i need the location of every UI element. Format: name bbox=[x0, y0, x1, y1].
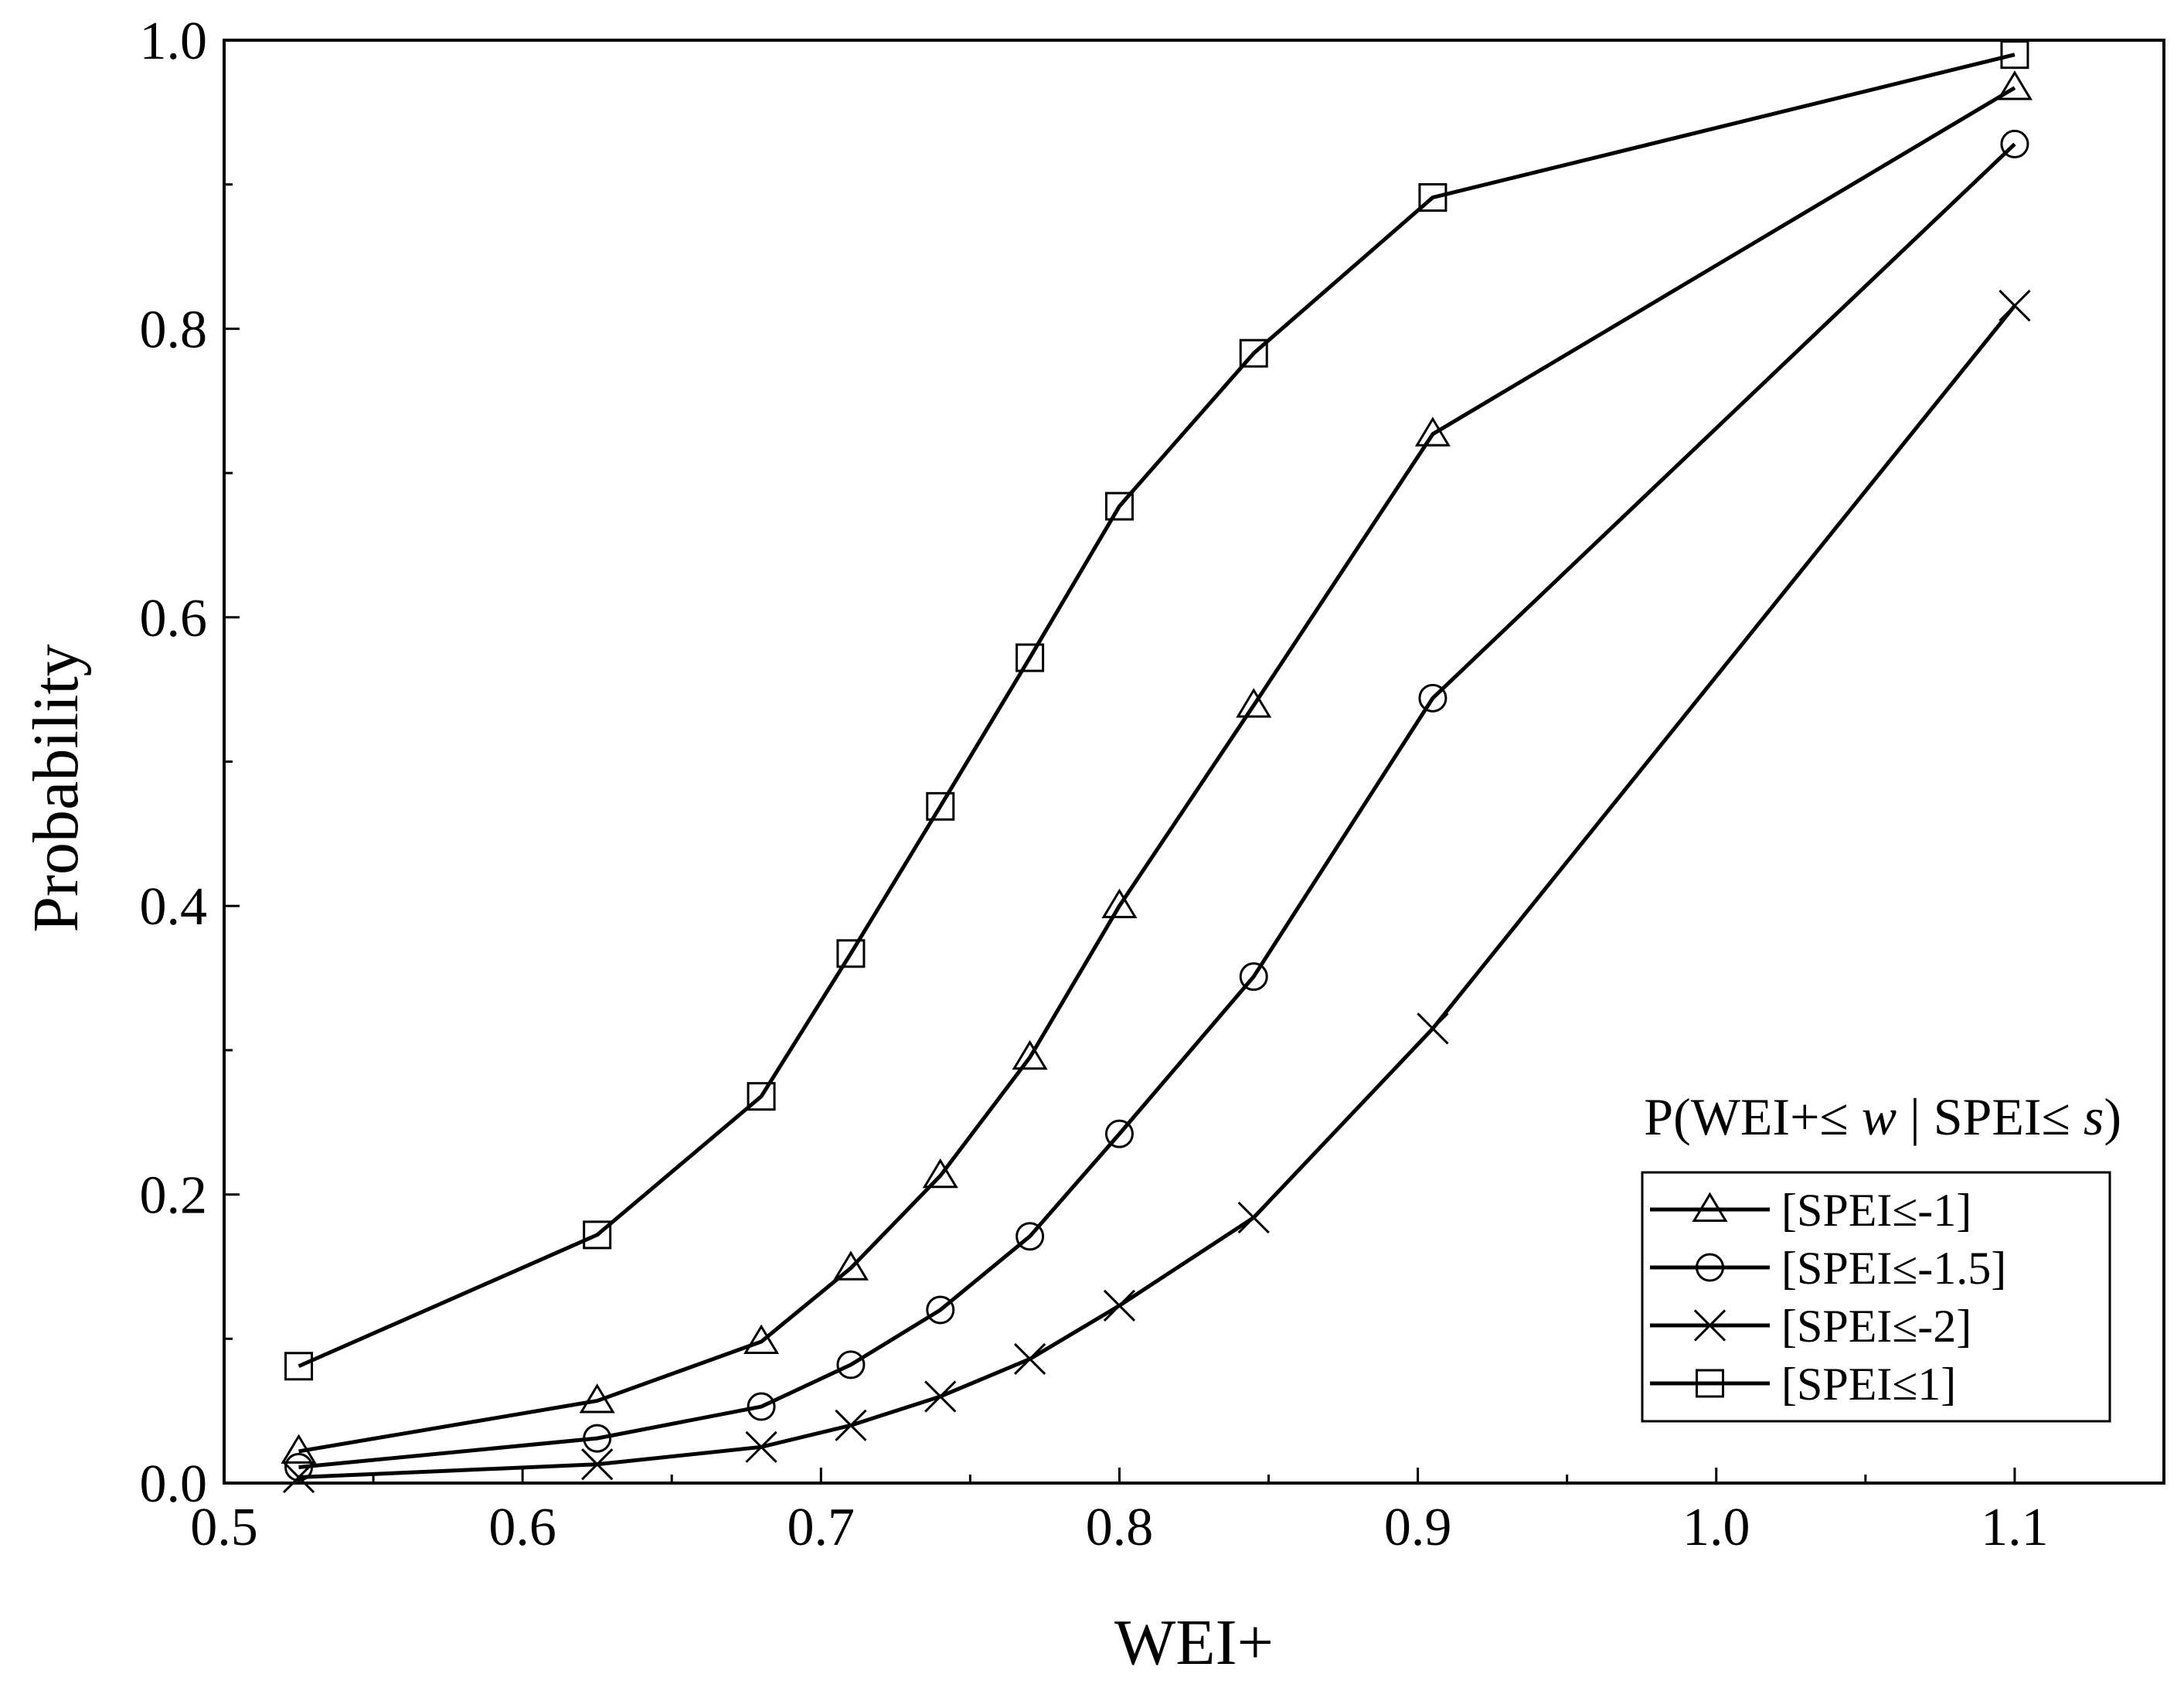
x-tick-label: 1.1 bbox=[1981, 1498, 2049, 1557]
legend-entry: [SPEI≤-1.5] bbox=[1650, 1243, 2006, 1294]
y-tick-label: 0.6 bbox=[140, 589, 208, 648]
data-point-triangle bbox=[1012, 1039, 1048, 1070]
legend-entry: [SPEI≤-2] bbox=[1650, 1301, 1971, 1352]
data-point-circle bbox=[836, 1350, 866, 1380]
series-line bbox=[298, 53, 2016, 1369]
x-tick-label: 1.0 bbox=[1682, 1498, 1750, 1557]
y-tick-label: 0.2 bbox=[140, 1166, 208, 1226]
annotation-prefix: P(WEI+≤ bbox=[1644, 1087, 1862, 1146]
data-point-cross bbox=[1417, 1012, 1449, 1045]
legend-marker-square bbox=[1696, 1369, 1724, 1398]
legend-entry: [SPEI≤-1] bbox=[1650, 1185, 1971, 1236]
annotation-var-w: w bbox=[1862, 1087, 1897, 1146]
series-circle bbox=[284, 129, 2029, 1482]
legend-label: [SPEI≤-1] bbox=[1781, 1185, 1971, 1236]
data-point-triangle bbox=[579, 1383, 615, 1414]
data-point-triangle bbox=[1236, 688, 1272, 718]
data-point-cross bbox=[1103, 1289, 1136, 1322]
legend-entry: [SPEI≤1] bbox=[1650, 1359, 1956, 1410]
series-triangle bbox=[281, 70, 2033, 1464]
data-point-square bbox=[284, 1352, 314, 1381]
series-line bbox=[298, 142, 2016, 1469]
data-point-circle bbox=[583, 1424, 612, 1453]
axes-layer: 0.5 0.6 0.7 0.8 0.9 1.0 1.1 0.0 0.2 0.4 0.6 0.8 1.0 bbox=[140, 12, 2165, 1557]
data-point-triangle bbox=[922, 1158, 958, 1189]
data-point-cross bbox=[1999, 289, 2031, 322]
data-point-circle bbox=[284, 1452, 314, 1482]
data-point-triangle bbox=[832, 1250, 869, 1281]
legend-entries: [SPEI≤-1] [SPEI≤-1.5] [SPEI≤-2] [SPEI≤1] bbox=[1650, 1185, 2006, 1410]
data-point-cross bbox=[924, 1380, 957, 1413]
legend: [SPEI≤-1] [SPEI≤-1.5] [SPEI≤-2] [SPEI≤1] bbox=[1641, 1171, 2111, 1423]
data-point-circle bbox=[2000, 129, 2029, 158]
x-tick-label: 0.5 bbox=[190, 1498, 258, 1557]
data-point-circle bbox=[747, 1392, 776, 1421]
x-tick-label: 0.8 bbox=[1086, 1498, 1154, 1557]
data-point-square bbox=[1418, 183, 1447, 213]
data-point-square bbox=[747, 1082, 776, 1111]
data-point-square bbox=[836, 939, 866, 968]
data-point-triangle bbox=[281, 1434, 317, 1464]
y-tick-label: 1.0 bbox=[140, 12, 208, 71]
data-point-square bbox=[1104, 492, 1134, 521]
x-tick-label: 0.7 bbox=[788, 1498, 856, 1557]
legend-box bbox=[1641, 1171, 2111, 1423]
data-point-circle bbox=[1015, 1222, 1045, 1251]
data-point-cross bbox=[282, 1461, 315, 1494]
series-cross bbox=[282, 289, 2031, 1494]
series-line bbox=[298, 304, 2016, 1480]
data-point-square bbox=[583, 1220, 612, 1250]
y-tick-label: 0.0 bbox=[140, 1454, 208, 1514]
legend-label: [SPEI≤1] bbox=[1781, 1359, 1956, 1410]
annotation-var-s: s bbox=[2084, 1087, 2104, 1146]
data-point-square bbox=[926, 791, 955, 821]
data-point-circle bbox=[926, 1295, 955, 1325]
y-tick-label: 0.4 bbox=[140, 877, 208, 937]
annotation-middle: | SPEI≤ bbox=[1897, 1087, 2084, 1146]
data-point-triangle bbox=[1996, 70, 2033, 100]
data-point-square bbox=[1239, 339, 1268, 368]
legend-label: [SPEI≤-2] bbox=[1781, 1301, 1971, 1352]
data-point-cross bbox=[745, 1431, 777, 1463]
probability-annotation: P(WEI+≤ w | SPEI≤ s) bbox=[1644, 1087, 2121, 1146]
y-axis-title: Probability bbox=[20, 644, 92, 932]
legend-marker-triangle bbox=[1692, 1192, 1728, 1222]
legend-marker-cross bbox=[1693, 1309, 1726, 1342]
x-tick-label: 0.9 bbox=[1384, 1498, 1452, 1557]
data-point-cross bbox=[1014, 1342, 1046, 1376]
x-axis-title: WEI+ bbox=[1114, 1607, 1274, 1679]
data-point-cross bbox=[1237, 1201, 1270, 1234]
data-point-cross bbox=[835, 1409, 867, 1441]
series-layer bbox=[281, 40, 2033, 1494]
data-point-triangle bbox=[1101, 888, 1138, 919]
x-tick-label: 0.6 bbox=[488, 1498, 556, 1557]
y-tick-label: 0.8 bbox=[140, 300, 208, 359]
data-point-square bbox=[1015, 643, 1045, 672]
data-point-circle bbox=[1104, 1119, 1134, 1148]
data-point-triangle bbox=[743, 1324, 780, 1354]
data-point-triangle bbox=[1414, 417, 1451, 447]
series-line bbox=[298, 86, 2016, 1454]
data-point-circle bbox=[1239, 962, 1268, 992]
legend-label: [SPEI≤-1.5] bbox=[1781, 1243, 2006, 1294]
annotation-suffix: ) bbox=[2104, 1087, 2121, 1146]
data-point-circle bbox=[1418, 683, 1447, 713]
legend-marker-circle bbox=[1696, 1253, 1724, 1282]
data-point-cross bbox=[581, 1448, 614, 1481]
